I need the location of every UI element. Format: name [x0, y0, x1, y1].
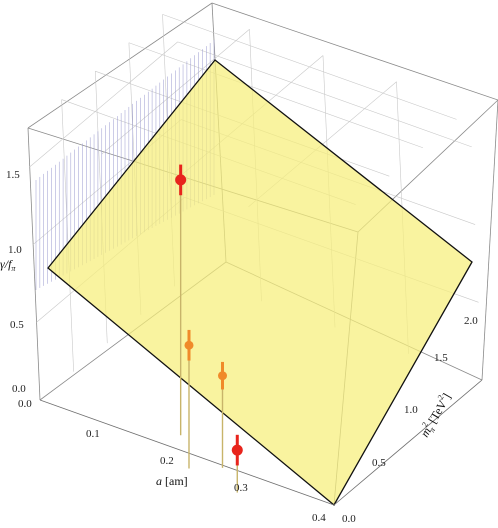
data-points [175, 164, 243, 493]
gridline [177, 41, 472, 148]
a-tick: 0.1 [86, 428, 100, 440]
gridline [128, 42, 424, 149]
z-tick: 1.5 [6, 169, 20, 181]
a-tick: 0.3 [234, 482, 248, 494]
gridline [61, 99, 74, 372]
gridline [29, 41, 178, 168]
z-tick: 1.0 [8, 244, 22, 256]
m-tick: 1.5 [434, 352, 448, 364]
data-point [218, 371, 228, 381]
m-tick: 0.0 [342, 513, 356, 525]
gridline [162, 14, 457, 120]
z-tick: 0.5 [10, 319, 24, 331]
data-point [184, 340, 194, 350]
a-tick: 0.2 [160, 455, 174, 467]
z-axis-label: γ/fπ [0, 257, 16, 273]
a-axis-label: a [am] [156, 474, 188, 488]
a-tick: 0.0 [18, 398, 32, 410]
m-tick: 2.0 [464, 315, 478, 327]
a-ticks: 0.0 0.1 0.2 0.3 0.4 [18, 398, 326, 524]
box-front-edges [39, 379, 483, 506]
m-axis-label: m2π[TeV2] [416, 390, 456, 441]
m-tick: 0.5 [372, 457, 386, 469]
m-ticks: 0.0 0.5 1.0 1.5 2.0 [342, 315, 478, 525]
a-tick: 0.4 [312, 512, 326, 524]
m-tick: 1.0 [404, 404, 418, 416]
z-ticks: 1.5 1.0 0.5 0.0 [6, 169, 26, 395]
z-tick: 0.0 [12, 383, 26, 395]
surface-plane [47, 59, 473, 506]
data-point [175, 174, 187, 186]
data-point [231, 444, 243, 456]
